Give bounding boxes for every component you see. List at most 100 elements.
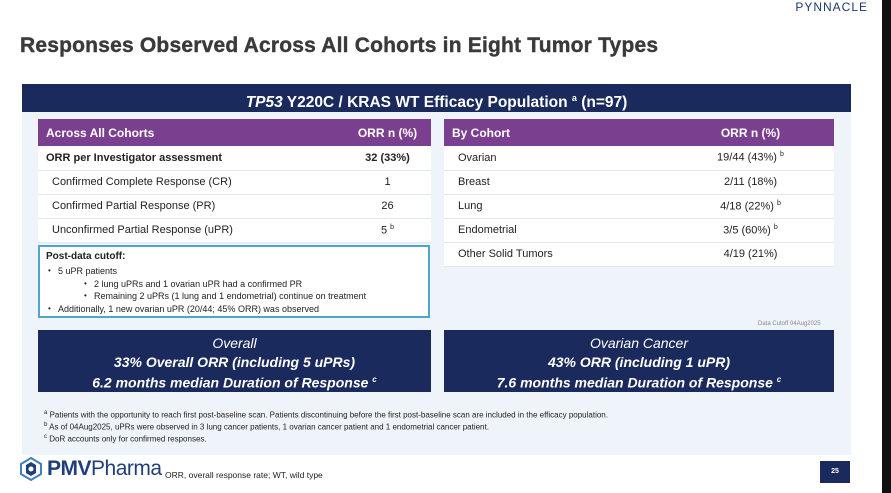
window-edge [882,0,891,493]
table-row: Lung 4/18 (22%) b [444,194,834,219]
row-value: 1 [344,170,431,195]
row-label: Unconfirmed Partial Response (uPR) [38,218,344,243]
footnote-mark: b [390,223,395,231]
row-label: Confirmed Complete Response (CR) [38,170,344,195]
table-header-row: By Cohort ORR n (%) [444,119,834,146]
table-header-row: Across All Cohorts ORR n (%) [38,119,431,146]
logo-bold: PMV [47,457,92,480]
bullet-icon: • [84,278,87,288]
bullet-icon: • [84,291,87,300]
value-text: 1 [384,176,391,188]
abbreviations: ORR, overall response rate; WT, wild typ… [165,470,323,480]
footnote-mark: c [44,434,47,440]
footnote: b As of 04Aug2025, uPRs were observed in… [44,422,489,432]
row-label: Lung [444,194,667,219]
value-text: 19/44 (43%) [717,152,777,165]
row-label: Confirmed Partial Response (PR) [38,194,344,219]
cutoff-sub-bullet: • 2 lung uPRs and 1 ovarian uPR had a con… [46,278,422,291]
footnote-text: DoR accounts only for confirmed response… [47,434,207,444]
data-cutoff-note: Data Cutoff 04Aug2025 [758,321,821,327]
footnote-mark: c [372,375,377,384]
banner-sup: a [571,93,577,103]
summary-line: 7.6 months median Duration of Response c [444,371,834,392]
post-data-cutoff-box: Post-data cutoff: • 5 uPR patients • 2 lun… [38,245,430,318]
column-header: Across All Cohorts [38,119,344,146]
bullet-icon: • [48,303,51,313]
by-cohort-table: By Cohort ORR n (%) Ovarian 19/44 (43%) … [444,119,834,267]
row-label: Breast [444,170,667,195]
row-label: Other Solid Tumors [444,242,667,267]
footnote-mark: a [44,410,48,416]
table-row: Unconfirmed Partial Response (uPR) 5 b [38,218,431,243]
table-row: Breast 2/11 (18%) [444,170,834,195]
summary-line: 33% Overall ORR (including 5 uPRs) [113,353,356,370]
population-banner: TP53 Y220C / KRAS WT Efficacy Population… [22,84,851,112]
cutoff-text: Additionally, 1 new ovarian uPR (20/44; … [58,303,319,314]
row-value: 5 b [344,218,431,243]
row-value: 32 (33%) [344,146,431,171]
cutoff-bullet: • 5 uPR patients [46,265,422,278]
pynnacle-logo: PYNNACLE [795,0,868,14]
value-text: 26 [381,200,394,212]
banner-text: Y220C / KRAS WT Efficacy Population [282,94,572,112]
slide-title: Responses Observed Across All Cohorts in… [20,34,659,57]
table-row: ORR per Investigator assessment 32 (33%) [38,146,431,171]
table-row: Endometrial 3/5 (60%) b [444,218,834,243]
logo-rest: Pharma [91,457,162,480]
footnote-mark: b [776,199,781,207]
row-value: 26 [344,194,431,219]
summary-line: 6.2 months median Duration of Response c [38,371,431,392]
cutoff-text: 5 uPR patients [58,266,118,276]
summary-line: 43% ORR (including 1 uPR) [547,353,730,370]
value-text: 32 (33%) [365,151,410,164]
cutoff-sub-bullet: • Remaining 2 uPRs (1 lung and 1 endometr… [46,290,422,303]
across-cohorts-table: Across All Cohorts ORR n (%) ORR per Inv… [38,119,431,243]
banner-gene: TP53 [245,94,283,112]
ovarian-summary-box: Ovarian Cancer 43% ORR (including 1 uPR)… [444,330,834,392]
cutoff-text: Remaining 2 uPRs (1 lung and 1 endometri… [94,291,367,301]
footnote-mark: b [773,223,778,231]
row-label: ORR per Investigator assessment [38,146,344,171]
value-text: 4/19 (21%) [723,248,778,260]
footnote: a Patients with the opportunity to reach… [44,410,608,420]
banner-n: (n=97) [576,94,628,112]
cutoff-text: 2 lung uPRs and 1 ovarian uPR had a conf… [94,278,303,289]
pmv-pharma-logo: PMVPharma [20,455,162,485]
table-row: Confirmed Complete Response (CR) 1 [38,170,431,195]
value-text: 3/5 (60%) [723,224,771,237]
value-text: 4/18 (22%) [720,200,774,213]
overall-summary-box: Overall 33% Overall ORR (including 5 uPR… [38,330,431,392]
row-value: 4/19 (21%) [667,242,834,267]
row-label: Ovarian [444,146,667,171]
footnote-mark: c [776,375,782,384]
pmv-logo-icon [20,457,42,481]
logo-wordmark: PMVPharma [47,457,162,481]
cutoff-heading: Post-data cutoff: [46,251,126,262]
table-row: Ovarian 19/44 (43%) b [444,146,834,171]
column-header: By Cohort [444,119,667,146]
row-label: Endometrial [444,218,667,243]
cutoff-bullet: • Additionally, 1 new ovarian uPR (20/44;… [46,303,422,316]
row-value: 4/18 (22%) b [667,194,834,219]
value-text: 2/11 (18%) [724,176,777,188]
footnote-text: As of 04Aug2025, uPRs were observed in 3… [47,422,489,432]
summary-heading: Overall [212,335,257,351]
row-value: 2/11 (18%) [667,170,834,195]
summary-text: 7.6 months median Duration of Response [496,374,777,391]
summary-text: 6.2 months median Duration of Response [92,374,373,391]
page-number: 25 [820,461,850,483]
column-header: ORR n (%) [344,119,431,146]
bullet-icon: • [48,266,51,275]
column-header: ORR n (%) [667,119,834,146]
footnote-mark: b [44,422,48,428]
footnote-mark: b [780,151,784,159]
footnote-text: Patients with the opportunity to reach f… [47,410,608,420]
summary-heading: Ovarian Cancer [589,335,689,351]
footnote: c DoR accounts only for confirmed respon… [44,434,207,444]
table-row: Confirmed Partial Response (PR) 26 [38,194,431,219]
row-value: 19/44 (43%) b [667,146,834,171]
row-value: 3/5 (60%) b [667,218,834,243]
table-row: Other Solid Tumors 4/19 (21%) [444,242,834,267]
value-text: 5 [380,224,388,237]
